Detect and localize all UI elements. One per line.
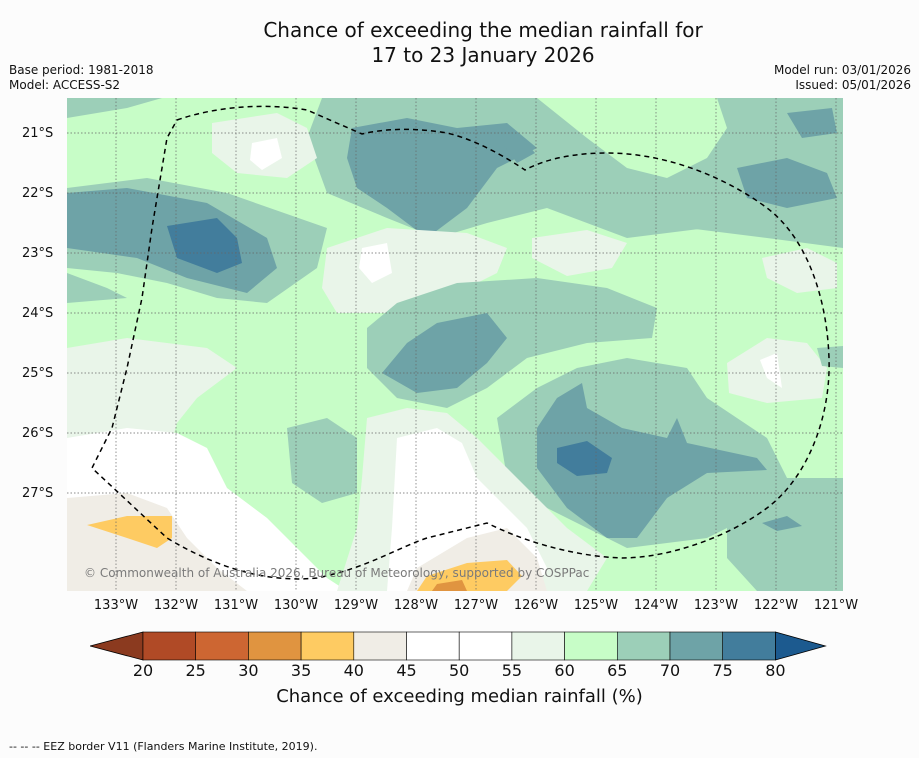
colorbar-tick-label: 65 <box>607 661 628 680</box>
contour-50-north <box>250 138 282 170</box>
contour-40-sw <box>87 516 172 548</box>
eez-footnote: -- -- -- EEZ border V11 (Flanders Marine… <box>9 740 318 753</box>
chart-title: Chance of exceeding the median rainfall … <box>0 18 919 68</box>
colorbar-segment <box>616 631 671 661</box>
contour-55-mid-east <box>532 230 627 276</box>
colorbar-tick-label: 20 <box>132 661 154 680</box>
colorbar-segment <box>669 631 724 661</box>
contour-50-east-lower <box>760 353 782 388</box>
colorbar-tick-label: 45 <box>396 661 417 680</box>
lat-label: 21°S <box>22 126 54 141</box>
contour-75-north <box>347 118 537 238</box>
model-run: Model run: 03/01/2026 <box>773 63 911 77</box>
contour-75-ne-small <box>787 108 837 138</box>
colorbar-segment <box>722 631 776 661</box>
colorbar-segment <box>195 631 249 661</box>
lat-label: 27°S <box>22 486 54 501</box>
meta-right: Model run: 03/01/2026 Issued: 05/01/2026 <box>774 63 911 93</box>
colorbar-tick-label: 80 <box>765 661 786 680</box>
contour-75-se <box>537 383 767 538</box>
lon-label: 133°W <box>93 598 139 613</box>
contour-70-se-corner <box>727 478 843 591</box>
lon-label: 128°W <box>393 598 439 613</box>
colorbar-tick-label: 35 <box>290 661 312 680</box>
lon-label: 121°W <box>813 598 859 613</box>
lon-label: 125°W <box>573 598 619 613</box>
colorbar-segment <box>142 631 197 661</box>
lon-label: 129°W <box>333 598 379 613</box>
colorbar-tick-label: 40 <box>343 661 364 680</box>
issued-date: Issued: 05/01/2026 <box>795 78 911 92</box>
contour-80-se <box>557 441 612 476</box>
model-name: Model: ACCESS-S2 <box>9 78 121 92</box>
lat-label: 22°S <box>22 186 54 201</box>
colorbar-low-extend <box>90 631 144 661</box>
colorbar-segment <box>406 631 460 661</box>
contour-70-nw <box>67 98 162 118</box>
colorbar-segment <box>300 631 355 661</box>
title-line-1: Chance of exceeding the median rainfall … <box>263 18 703 42</box>
copyright-notice: © Commonwealth of Australia 2026, Bureau… <box>84 566 590 580</box>
lat-label: 24°S <box>22 306 54 321</box>
colorbar-segments <box>90 631 827 661</box>
colorbar-tick-label: 25 <box>185 661 206 680</box>
lon-label: 122°W <box>753 598 799 613</box>
contour-70-left <box>287 418 357 503</box>
meta-left: Base period: 1981-2018 Model: ACCESS-S2 <box>9 63 154 93</box>
contour-50-middle <box>359 243 392 283</box>
lon-label: 132°W <box>153 598 199 613</box>
rainfall-map <box>67 98 843 591</box>
colorbar-segment <box>511 631 565 661</box>
eez-border <box>91 105 830 580</box>
colorbar-tick-label: 55 <box>501 661 523 680</box>
lat-label: 23°S <box>22 246 54 261</box>
lon-label: 127°W <box>453 598 499 613</box>
base-period: Base period: 1981-2018 <box>9 63 154 77</box>
colorbar-tick-label: 50 <box>449 661 470 680</box>
lon-label: 123°W <box>693 598 739 613</box>
contour-55-east <box>762 248 837 293</box>
lat-label: 26°S <box>22 426 54 441</box>
contour-75-se-corner <box>762 516 802 531</box>
contour-75-north-small <box>502 138 535 163</box>
gridlines <box>67 98 843 591</box>
contour-70-west-lower <box>67 273 127 303</box>
colorbar-segment <box>353 631 407 661</box>
lon-label: 130°W <box>273 598 319 613</box>
colorbar-segment <box>458 631 513 661</box>
colorbar-tick-label: 60 <box>554 661 575 680</box>
lat-label: 25°S <box>22 366 54 381</box>
lon-label: 131°W <box>213 598 259 613</box>
contour-75-ne <box>737 158 837 208</box>
colorbar-segment <box>564 631 618 661</box>
colorbar-tick-label: 70 <box>659 661 681 680</box>
lon-label: 126°W <box>513 598 559 613</box>
colorbar-tick-label: 75 <box>712 661 733 680</box>
colorbar <box>90 631 827 661</box>
contour-35-south <box>432 580 467 591</box>
colorbar-tick-label: 30 <box>238 661 259 680</box>
colorbar-high-extend <box>775 631 827 661</box>
colorbar-segment <box>248 631 302 661</box>
contour-80-west <box>167 218 242 273</box>
colorbar-label: Chance of exceeding median rainfall (%) <box>276 686 643 707</box>
lon-label: 124°W <box>633 598 679 613</box>
contour-70-east-edge <box>817 346 843 368</box>
title-line-2: 17 to 23 January 2026 <box>371 43 595 67</box>
